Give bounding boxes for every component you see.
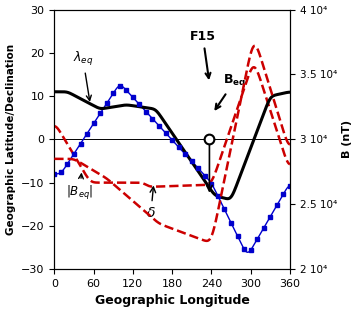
Y-axis label: Geographic Latitude/Declination: Geographic Latitude/Declination [6,44,15,235]
Y-axis label: B (nT): B (nT) [343,120,352,158]
Text: $\lambda_{eq}$: $\lambda_{eq}$ [73,49,93,100]
Text: $\delta$: $\delta$ [146,187,156,220]
Text: $|B_{eq}|$: $|B_{eq}|$ [66,174,93,202]
Text: $\mathbf{B_{eq}}$: $\mathbf{B_{eq}}$ [216,72,246,109]
X-axis label: Geographic Longitude: Geographic Longitude [95,295,250,307]
Text: F15: F15 [190,30,216,78]
